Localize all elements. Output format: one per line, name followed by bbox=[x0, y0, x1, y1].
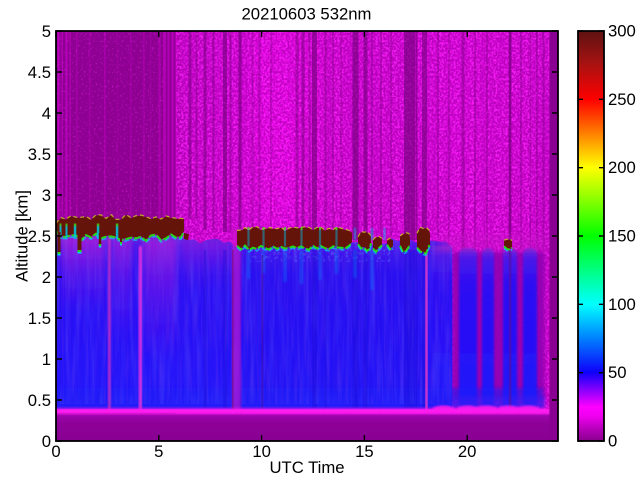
svg-text:4.5: 4.5 bbox=[28, 63, 51, 82]
svg-text:50: 50 bbox=[608, 363, 627, 382]
svg-text:4: 4 bbox=[42, 104, 51, 123]
svg-text:150: 150 bbox=[608, 227, 636, 246]
svg-text:10: 10 bbox=[252, 442, 271, 461]
svg-text:15: 15 bbox=[355, 442, 374, 461]
svg-text:200: 200 bbox=[608, 158, 636, 177]
svg-text:Altitude [km]: Altitude [km] bbox=[13, 190, 32, 282]
svg-text:100: 100 bbox=[608, 295, 636, 314]
svg-text:5: 5 bbox=[42, 22, 51, 41]
svg-text:0: 0 bbox=[51, 442, 60, 461]
svg-text:3.5: 3.5 bbox=[28, 145, 51, 164]
svg-text:20: 20 bbox=[458, 442, 477, 461]
svg-text:0: 0 bbox=[608, 432, 617, 451]
svg-text:1: 1 bbox=[42, 350, 51, 369]
svg-text:0.5: 0.5 bbox=[28, 391, 51, 410]
svg-text:1.5: 1.5 bbox=[28, 309, 51, 328]
svg-text:2: 2 bbox=[42, 268, 51, 287]
svg-text:UTC Time: UTC Time bbox=[269, 458, 344, 477]
svg-text:300: 300 bbox=[608, 22, 636, 41]
svg-text:3: 3 bbox=[42, 186, 51, 205]
svg-text:250: 250 bbox=[608, 90, 636, 109]
svg-text:2.5: 2.5 bbox=[28, 227, 51, 246]
svg-text:20210603 532nm: 20210603 532nm bbox=[242, 5, 372, 24]
svg-text:5: 5 bbox=[154, 442, 163, 461]
svg-text:0: 0 bbox=[42, 432, 51, 451]
